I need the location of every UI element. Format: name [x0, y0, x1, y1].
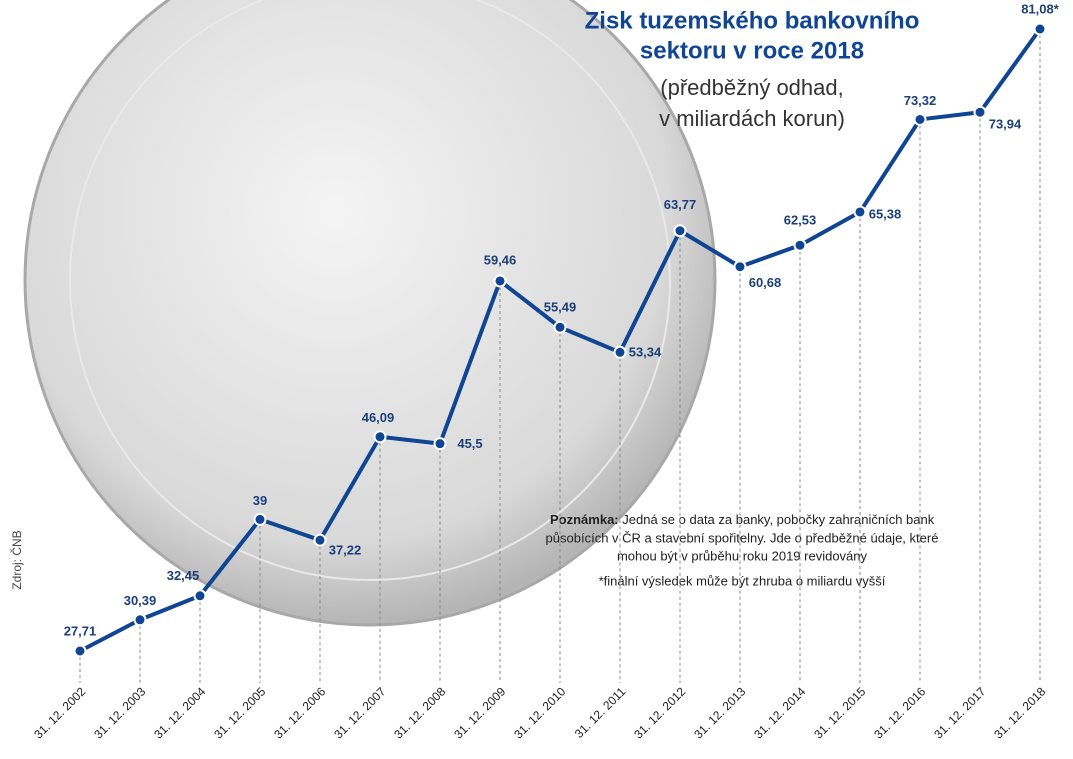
value-label: 81,08*: [1021, 1, 1060, 16]
value-label: 45,5: [457, 436, 482, 451]
value-label: 39: [253, 493, 267, 508]
value-label: 62,53: [784, 213, 817, 228]
value-label: 53,34: [629, 345, 662, 360]
note-text: Jedná se o data za banky, pobočky zahran…: [622, 512, 934, 527]
point: [733, 260, 747, 274]
value-label: 73,32: [904, 93, 937, 108]
value-label: 60,68: [749, 275, 782, 290]
x-tick-label: 31. 12. 2015: [811, 684, 868, 741]
point: [673, 224, 687, 238]
value-label: 73,94: [989, 117, 1022, 132]
point: [193, 589, 207, 603]
coin-rim: [69, 0, 671, 581]
point: [613, 345, 627, 359]
chart-title: sektoru v roce 2018: [640, 37, 864, 64]
value-label: 37,22: [329, 543, 362, 558]
value-label: 32,45: [167, 568, 200, 583]
x-tick-label: 31. 12. 2010: [511, 684, 568, 741]
x-tick-label: 31. 12. 2006: [271, 684, 328, 741]
point: [73, 644, 87, 658]
chart-subtitle: (předběžný odhad,: [660, 75, 843, 100]
source: Zdroj: ČNB: [9, 530, 24, 589]
note-line: Poznámka: Jedná se o data za banky, pobo…: [550, 512, 935, 527]
x-tick-label: 31. 12. 2014: [751, 684, 808, 741]
value-label: 63,77: [664, 197, 697, 212]
note-text: mohou být v průběhu roku 2019 revidovány: [617, 548, 868, 563]
x-tick-label: 31. 12. 2005: [211, 684, 268, 741]
note-text: působících v ČR a stavební spořitelny. J…: [546, 530, 939, 545]
x-tick-label: 31. 12. 2011: [572, 684, 629, 741]
x-tick-label: 31. 12. 2002: [31, 684, 88, 741]
point: [313, 533, 327, 547]
value-label: 30,39: [124, 593, 157, 608]
point: [553, 320, 567, 334]
point: [373, 430, 387, 444]
point: [133, 613, 147, 627]
value-label: 55,49: [544, 300, 577, 315]
x-tick-label: 31. 12. 2007: [331, 684, 388, 741]
x-tick-label: 31. 12. 2003: [91, 684, 148, 741]
note-label: Poznámka:: [550, 512, 619, 527]
point: [493, 274, 507, 288]
x-tick-label: 31. 12. 2013: [691, 684, 748, 741]
chart-title: Zisk tuzemského bankovního: [585, 7, 920, 34]
point: [793, 238, 807, 252]
value-label: 27,71: [64, 623, 97, 638]
value-label: 46,09: [362, 410, 395, 425]
coin-background: [23, 0, 717, 627]
x-tick-label: 31. 12. 2008: [391, 684, 448, 741]
x-tick-label: 31. 12. 2012: [631, 684, 688, 741]
x-tick-label: 31. 12. 2009: [451, 684, 508, 741]
point: [973, 105, 987, 119]
value-label: 59,46: [484, 252, 517, 267]
point: [253, 512, 267, 526]
chart-subtitle: v miliardách korun): [659, 106, 845, 131]
point: [1033, 22, 1047, 36]
x-tick-label: 31. 12. 2017: [931, 684, 988, 741]
point: [853, 205, 867, 219]
point: [913, 112, 927, 126]
x-tick-label: 31. 12. 2004: [151, 684, 208, 741]
footnote: *finální výsledek může být zhruba o mili…: [599, 573, 886, 588]
note: Poznámka: Jedná se o data za banky, pobo…: [546, 512, 939, 588]
x-tick-label: 31. 12. 2018: [991, 684, 1048, 741]
point: [433, 437, 447, 451]
value-label: 65,38: [869, 206, 902, 221]
x-tick-label: 31. 12. 2016: [871, 684, 928, 741]
